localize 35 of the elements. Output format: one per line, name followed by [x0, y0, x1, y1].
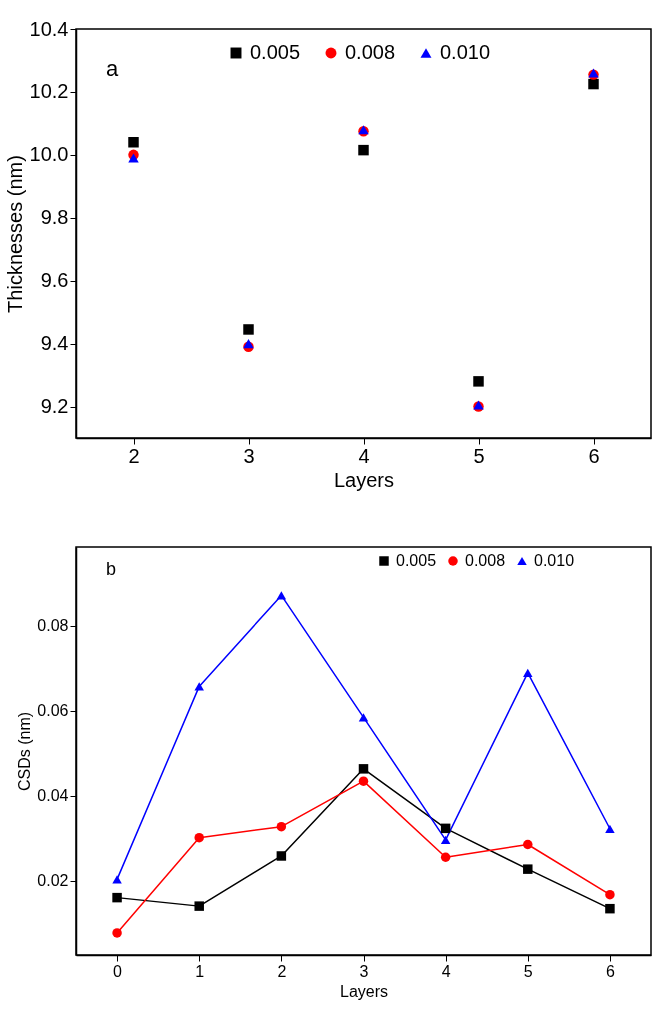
y-tick-label: 10.2 [29, 80, 69, 103]
y-tick-label: 9.4 [40, 332, 69, 355]
x-tick-label: 4 [441, 962, 451, 980]
y-tick-label: 0.02 [37, 872, 69, 890]
x-tick-label: 2 [128, 444, 140, 467]
legend-label: 0.008 [345, 41, 396, 63]
x-axis-title: Layers [339, 982, 389, 1000]
x-tick-label: 1 [195, 962, 205, 980]
x-tick-label: 6 [605, 962, 615, 980]
y-tick-label: 0.04 [37, 787, 69, 805]
x-tick-label: 3 [359, 962, 369, 980]
y-tick-label: 10.4 [29, 17, 69, 40]
x-tick-label: 3 [243, 444, 255, 467]
x-tick-label: 4 [358, 444, 370, 467]
x-tick-label: 6 [588, 444, 600, 467]
y-axis-title: Thicknesses (nm) [3, 155, 26, 313]
x-tick-label: 2 [277, 962, 287, 980]
annotation: a [106, 56, 119, 81]
x-tick-label: 0 [113, 962, 123, 980]
x-tick-label: 5 [473, 444, 485, 467]
y-tick-label: 10.0 [29, 143, 69, 166]
y-tick-label: 0.06 [37, 702, 69, 720]
y-tick-label: 0.08 [37, 617, 69, 635]
x-axis-title: Layers [333, 468, 395, 491]
y-tick-label: 9.8 [40, 206, 69, 229]
y-tick-label: 9.6 [40, 269, 69, 292]
y-axis-title: CSDs (nm) [16, 711, 34, 792]
legend-label: 0.010 [440, 41, 491, 63]
y-tick-label: 9.2 [40, 395, 69, 418]
x-tick-label: 5 [523, 962, 533, 980]
legend-label: 0.005 [396, 552, 437, 569]
legend-label: 0.005 [250, 41, 301, 63]
legend-label: 0.008 [465, 552, 506, 569]
annotation: b [106, 559, 117, 579]
legend-label: 0.010 [534, 552, 575, 569]
